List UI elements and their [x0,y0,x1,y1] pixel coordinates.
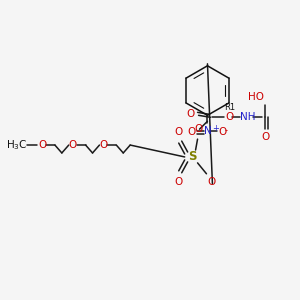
Text: O: O [69,140,77,150]
Text: O: O [195,124,203,134]
Text: H$_3$C: H$_3$C [6,138,28,152]
Text: S: S [188,150,197,164]
Text: NH: NH [240,112,256,122]
Text: -: - [224,126,227,135]
Text: O: O [100,140,108,150]
Text: O: O [218,127,226,137]
Text: O: O [175,177,183,187]
Text: R1: R1 [224,103,236,112]
Text: HO: HO [248,92,264,102]
Text: O: O [208,177,216,187]
Text: O: O [187,127,196,137]
Text: O: O [38,140,46,150]
Text: O: O [225,112,233,122]
Text: +: + [212,124,219,133]
Text: O: O [175,127,183,137]
Text: O: O [186,109,195,119]
Text: O: O [262,132,270,142]
Text: N: N [204,126,211,136]
